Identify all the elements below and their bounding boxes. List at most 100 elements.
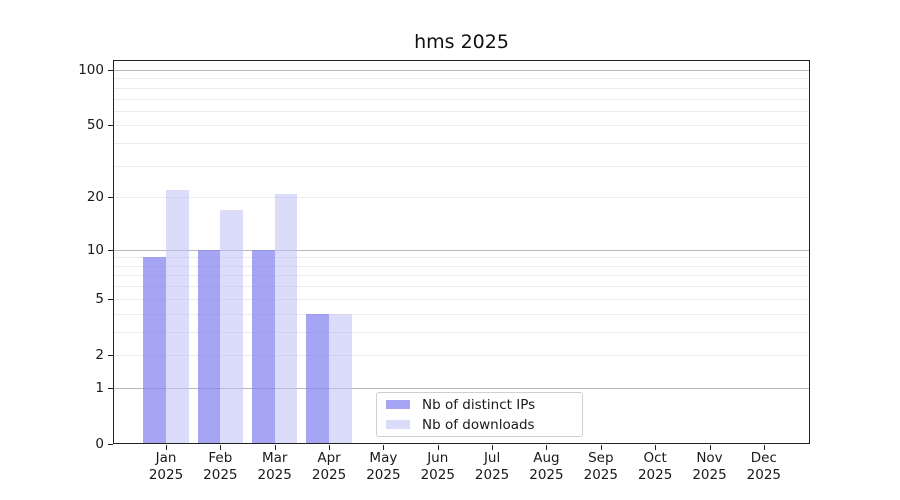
minor-gridline (114, 143, 809, 145)
bar-distinct-ips-apr (306, 313, 330, 443)
x-tick-month: Oct (643, 450, 667, 466)
legend-label-distinct-ips: Nb of distinct IPs (422, 396, 536, 413)
x-tick-month: Mar (261, 450, 288, 466)
y-tick-label: 10 (86, 241, 104, 258)
legend-label-downloads: Nb of downloads (422, 416, 535, 433)
x-tick-label: Jan 2025 (136, 450, 196, 483)
minor-gridline (114, 265, 809, 267)
x-tick-mark (383, 445, 385, 450)
x-tick-label: Aug 2025 (516, 450, 576, 483)
x-tick-mark (655, 445, 657, 450)
x-tick-year: 2025 (148, 466, 184, 483)
major-gridline (114, 249, 809, 251)
x-tick-month: Dec (750, 450, 777, 466)
y-tick-mark (108, 125, 113, 127)
x-tick-year: 2025 (203, 466, 238, 483)
x-tick-year: 2025 (257, 466, 292, 483)
y-tick-mark (108, 354, 113, 356)
y-tick-label: 1 (95, 379, 104, 396)
minor-gridline (114, 286, 809, 288)
y-tick-label: 0 (95, 436, 104, 452)
y-tick-mark (108, 298, 113, 300)
minor-gridline (114, 110, 809, 112)
x-tick-label: Mar 2025 (245, 450, 305, 483)
x-tick-mark (220, 445, 222, 450)
x-tick-year: 2025 (692, 466, 727, 483)
y-tick-mark (108, 197, 113, 199)
minor-gridline (114, 275, 809, 277)
x-tick-year: 2025 (637, 466, 673, 483)
bar-downloads-jan (166, 189, 189, 443)
y-tick-mark (108, 444, 113, 445)
x-tick-mark (546, 445, 548, 450)
minor-gridline (114, 165, 809, 167)
x-tick-year: 2025 (529, 466, 564, 483)
bar-downloads-feb (220, 209, 244, 443)
minor-gridline (114, 98, 809, 100)
x-tick-month: Jun (427, 450, 449, 466)
x-tick-mark (492, 445, 494, 450)
x-tick-mark (274, 445, 276, 450)
bar-distinct-ips-jan (143, 257, 166, 443)
minor-gridline (114, 87, 809, 89)
x-tick-mark (709, 445, 711, 450)
y-tick-mark (108, 69, 113, 71)
x-tick-month: Feb (208, 450, 233, 466)
chart-title: hms 2025 (414, 31, 509, 53)
x-tick-label: Oct 2025 (625, 450, 685, 483)
x-tick-month: Nov (696, 450, 723, 466)
legend-item-downloads: Nb of downloads (386, 417, 573, 433)
x-tick-month: Jul (483, 450, 501, 466)
legend-swatch-distinct-ips (386, 400, 410, 409)
x-tick-label: Jun 2025 (408, 450, 468, 483)
bar-downloads-mar (274, 193, 298, 443)
y-tick-label: 50 (86, 117, 104, 134)
x-tick-year: 2025 (583, 466, 618, 483)
x-tick-mark (166, 445, 167, 450)
bar-downloads-apr (329, 313, 352, 443)
legend: Nb of distinct IPs Nb of downloads (376, 392, 583, 437)
x-tick-label: Sep 2025 (571, 450, 631, 483)
y-tick-mark (108, 387, 113, 389)
bar-distinct-ips-feb (197, 249, 221, 443)
y-tick-label: 5 (95, 290, 104, 307)
legend-item-distinct-ips: Nb of distinct IPs (386, 397, 573, 413)
legend-swatch-downloads (386, 420, 410, 429)
minor-gridline (114, 354, 809, 356)
y-tick-label: 20 (86, 189, 104, 206)
x-tick-label: May 2025 (353, 450, 413, 483)
minor-gridline (114, 298, 809, 300)
y-tick-label: 2 (95, 346, 104, 363)
major-gridline (114, 387, 809, 389)
y-tick-mark (108, 249, 113, 251)
x-tick-year: 2025 (311, 466, 347, 483)
x-tick-label: Apr 2025 (299, 450, 359, 483)
minor-gridline (114, 197, 809, 199)
x-tick-month: Jan (155, 450, 177, 466)
x-tick-mark (437, 445, 439, 450)
bar-distinct-ips-mar (251, 249, 275, 443)
minor-gridline (114, 331, 809, 333)
minor-gridline (114, 257, 809, 259)
x-tick-label: Dec 2025 (734, 450, 794, 483)
x-tick-mark (763, 445, 765, 450)
minor-gridline (114, 78, 809, 80)
x-tick-year: 2025 (366, 466, 401, 483)
x-tick-mark (329, 445, 331, 450)
x-tick-label: Jul 2025 (462, 450, 522, 483)
y-tick-label: 100 (78, 61, 104, 78)
x-tick-month: Apr (317, 450, 341, 466)
x-tick-month: May (369, 450, 398, 466)
x-tick-label: Nov 2025 (680, 450, 740, 483)
x-tick-mark (600, 445, 602, 450)
x-tick-month: Sep (588, 450, 614, 466)
minor-gridline (114, 313, 809, 315)
x-tick-year: 2025 (474, 466, 510, 483)
x-tick-year: 2025 (746, 466, 782, 483)
x-tick-year: 2025 (420, 466, 455, 483)
x-tick-label: Feb 2025 (190, 450, 250, 483)
major-gridline (114, 69, 809, 71)
plot-area (113, 60, 810, 444)
x-tick-month: Aug (533, 450, 560, 466)
